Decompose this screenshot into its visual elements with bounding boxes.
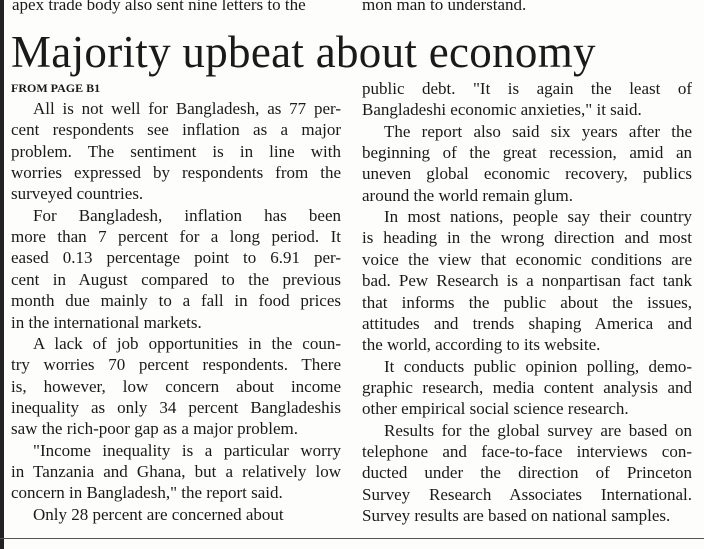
text-line: in Tanzania and Ghana, but a relatively … — [11, 461, 341, 481]
text-line: eased 0.13 percentage point to 6.91 per- — [11, 248, 341, 268]
text-line: Survey Research Associates International… — [362, 484, 692, 504]
top-fragment-right: mon man to understand. — [362, 0, 527, 14]
text-line: surveyed countries. — [11, 184, 144, 204]
top-fragment-left: apex trade body also sent nine letters t… — [12, 0, 306, 14]
text-line: graphic research, media content analysis… — [362, 377, 692, 397]
text-line: beginning of the great recession, amid a… — [362, 143, 692, 163]
text-line: telephone and face-to-face interviews co… — [362, 441, 692, 461]
text-line: Bangladeshi economic anxieties," it said… — [362, 100, 642, 120]
text-line: Only 28 percent are concerned about — [33, 504, 284, 524]
text-line: cent respondents see inflation as a majo… — [11, 120, 341, 140]
text-line: cent in August compared to the previous — [11, 269, 341, 289]
text-line: A lack of job opportunities in the coun- — [33, 333, 341, 353]
jump-line: FROM PAGE B1 — [11, 81, 101, 95]
text-line: concern in Bangladesh," the report said. — [11, 483, 283, 503]
text-line: uneven global economic recovery, publics — [362, 164, 692, 184]
text-line: more than 7 percent for a long period. I… — [11, 227, 341, 247]
text-line: "Income inequality is a particular worry — [33, 440, 341, 460]
text-line: is heading in the wrong direction and mo… — [362, 228, 692, 248]
bottom-rule — [0, 538, 704, 539]
text-line: In most nations, people say their countr… — [384, 207, 692, 227]
text-line: other empirical social science research. — [362, 399, 629, 419]
text-line: It conducts public opinion polling, demo… — [384, 356, 692, 376]
headline: Majority upbeat about economy — [11, 27, 596, 77]
text-line: around the world remain glum. — [362, 185, 574, 205]
text-line: the world, according to its website. — [362, 335, 601, 355]
text-line: Survey results are based on national sam… — [362, 506, 671, 525]
text-line: try worries 70 percent respondents. Ther… — [11, 355, 341, 375]
text-line: For Bangladesh, inflation has been — [33, 205, 341, 225]
text-line: month due mainly to a fall in food price… — [11, 291, 341, 311]
text-line: ducted under the direction of Princeton — [362, 463, 692, 483]
text-line: saw the rich-poor gap as a major problem… — [11, 419, 299, 439]
text-line: inequality as only 34 percent Bangladesh… — [11, 397, 341, 417]
text-line: in the international markets. — [11, 312, 202, 332]
text-line: problem. The sentiment is in line with — [11, 141, 341, 161]
text-line: Results for the global survey are based … — [384, 420, 692, 440]
text-line: voice the view that economic conditions … — [362, 249, 692, 269]
text-line: worries expressed by respondents from th… — [11, 163, 341, 183]
text-line: attitudes and trends shaping America and — [362, 313, 692, 333]
text-line: The report also said six years after the — [384, 121, 692, 141]
text-line: is, however, low concern about income — [11, 376, 341, 396]
text-line: that informs the public about the issues… — [362, 292, 692, 312]
text-line: bad. Pew Research is a nonpartisan fact … — [362, 271, 692, 291]
left-border — [0, 0, 4, 549]
text-line: public debt. "It is again the least of — [362, 79, 692, 98]
text-line: All is not well for Bangladesh, as 77 pe… — [33, 99, 341, 118]
